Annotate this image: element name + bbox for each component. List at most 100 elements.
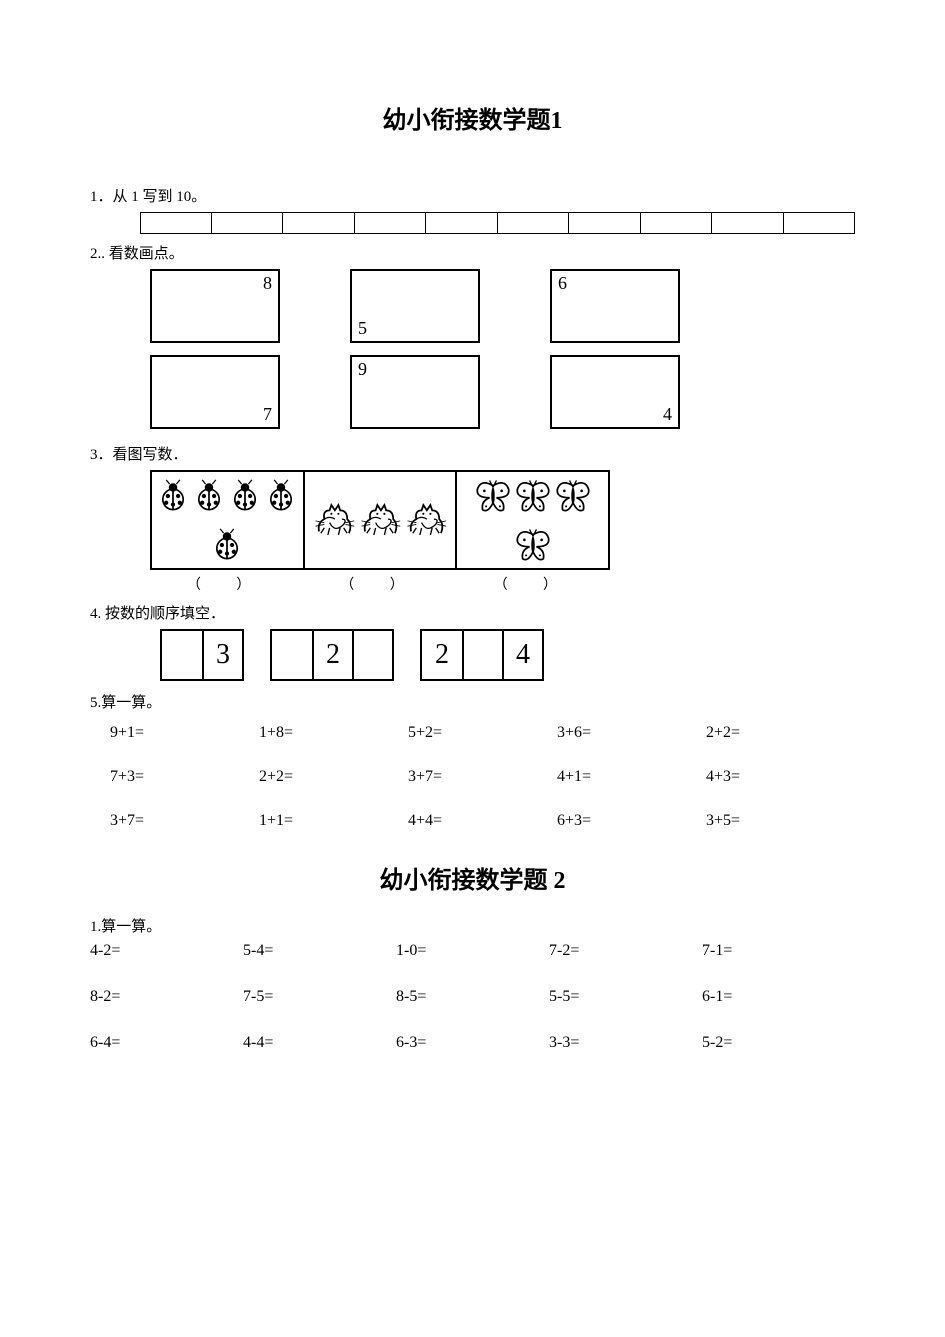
arith-cell: 5-4= (243, 942, 396, 960)
arith-cell: 6-1= (702, 988, 855, 1006)
picture-cell (305, 472, 458, 568)
arith-cell: 8-2= (90, 988, 243, 1006)
number-box: 7 (150, 355, 280, 429)
arith-cell: 1+1= (259, 812, 408, 830)
q4-sequences: 3224 (160, 629, 855, 681)
bracket: （ ） (457, 574, 610, 594)
arith-cell: 7+3= (110, 768, 259, 786)
arith-cell: 7-2= (549, 942, 702, 960)
number-label: 6 (558, 273, 567, 294)
q1-cell (784, 212, 856, 234)
arith-cell: 5-5= (549, 988, 702, 1006)
butterfly-icon (514, 477, 552, 515)
q1-cell (641, 212, 713, 234)
page-title-1: 幼小衔接数学题1 (90, 100, 855, 135)
arith-row: 9+1=1+8=5+2=3+6=2+2= (110, 724, 855, 742)
arith-cell: 3-3= (549, 1034, 702, 1052)
sequence-cell: 4 (502, 631, 542, 679)
cat-icon (312, 498, 356, 542)
q2-boxes: 8 5 6 7 9 4 (150, 269, 855, 429)
arith-cell: 1+8= (259, 724, 408, 742)
picture-cell (457, 472, 608, 568)
arith-row: 3+7=1+1=4+4=6+3=3+5= (110, 812, 855, 830)
arith-row: 6-4=4-4=6-3=3-3=5-2= (90, 1034, 855, 1052)
q1-cell (498, 212, 570, 234)
q1-label: 1．从 1 写到 10。 (90, 185, 855, 206)
ladybug-icon (156, 479, 190, 513)
q1-cell (212, 212, 284, 234)
butterfly-icon (554, 477, 592, 515)
arith-row: 7+3=2+2=3+7=4+1=4+3= (110, 768, 855, 786)
q1-cell (712, 212, 784, 234)
arith-cell: 1-0= (396, 942, 549, 960)
number-label: 8 (263, 273, 272, 294)
sequence-cell: 2 (422, 631, 462, 679)
q3-label: 3．看图写数． (90, 443, 855, 464)
number-box: 4 (550, 355, 680, 429)
arith-cell: 4-2= (90, 942, 243, 960)
number-box: 8 (150, 269, 280, 343)
arith-cell: 2+2= (259, 768, 408, 786)
sequence-group: 24 (420, 629, 544, 681)
arith-row: 4-2=5-4=1-0=7-2=7-1= (90, 942, 855, 960)
q5-label: 5.算一算。 (90, 691, 855, 712)
q2-label: 2.. 看数画点。 (90, 242, 855, 263)
sequence-cell (462, 631, 502, 679)
q4-label: 4. 按数的顺序填空． (90, 602, 855, 623)
ladybug-icon (264, 479, 298, 513)
sequence-cell (352, 631, 392, 679)
butterfly-icon (474, 477, 512, 515)
s2-q1-label: 1.算一算。 (90, 915, 855, 936)
number-box: 6 (550, 269, 680, 343)
number-label: 7 (263, 404, 272, 425)
number-label: 5 (358, 318, 367, 339)
arith-cell: 3+7= (408, 768, 557, 786)
q3-brackets: （ ） （ ） （ ） (150, 574, 610, 594)
s2-q1-grid: 4-2=5-4=1-0=7-2=7-1= 8-2=7-5=8-5=5-5=6-1=… (90, 942, 855, 1052)
bracket: （ ） (303, 574, 456, 594)
q3-picture-row (150, 470, 610, 570)
arith-cell: 2+2= (706, 724, 855, 742)
q1-cell (569, 212, 641, 234)
arith-cell: 7-5= (243, 988, 396, 1006)
number-label: 9 (358, 359, 367, 380)
arith-cell: 6+3= (557, 812, 706, 830)
sequence-cell (162, 631, 202, 679)
q1-cell (355, 212, 427, 234)
q1-cell (283, 212, 355, 234)
sequence-group: 2 (270, 629, 394, 681)
sequence-group: 3 (160, 629, 244, 681)
arith-row: 8-2=7-5=8-5=5-5=6-1= (90, 988, 855, 1006)
arith-cell: 3+6= (557, 724, 706, 742)
arith-cell: 6-4= (90, 1034, 243, 1052)
page-title-2: 幼小衔接数学题 2 (90, 860, 855, 895)
picture-cell (152, 472, 305, 568)
sequence-cell (272, 631, 312, 679)
ladybug-icon (228, 479, 262, 513)
worksheet-page: 幼小衔接数学题1 1．从 1 写到 10。 2.. 看数画点。 8 5 6 7 9 4 3… (0, 0, 945, 1120)
sequence-cell: 3 (202, 631, 242, 679)
q1-cells (140, 212, 855, 234)
cat-icon (404, 498, 448, 542)
arith-cell: 3+5= (706, 812, 855, 830)
arith-cell: 4+3= (706, 768, 855, 786)
q1-cell (426, 212, 498, 234)
arith-cell: 4-4= (243, 1034, 396, 1052)
ladybug-icon (192, 479, 226, 513)
sequence-cell: 2 (312, 631, 352, 679)
arith-cell: 8-5= (396, 988, 549, 1006)
butterfly-icon (514, 526, 552, 564)
arith-cell: 6-3= (396, 1034, 549, 1052)
q5-grid: 9+1=1+8=5+2=3+6=2+2=7+3=2+2=3+7=4+1=4+3=… (110, 724, 855, 830)
arith-cell: 5-2= (702, 1034, 855, 1052)
number-box: 9 (350, 355, 480, 429)
number-box: 5 (350, 269, 480, 343)
q1-cell (140, 212, 212, 234)
bracket: （ ） (150, 574, 303, 594)
arith-cell: 4+4= (408, 812, 557, 830)
arith-cell: 4+1= (557, 768, 706, 786)
cat-icon (358, 498, 402, 542)
arith-cell: 7-1= (702, 942, 855, 960)
number-label: 4 (663, 404, 672, 425)
ladybug-icon (210, 528, 244, 562)
